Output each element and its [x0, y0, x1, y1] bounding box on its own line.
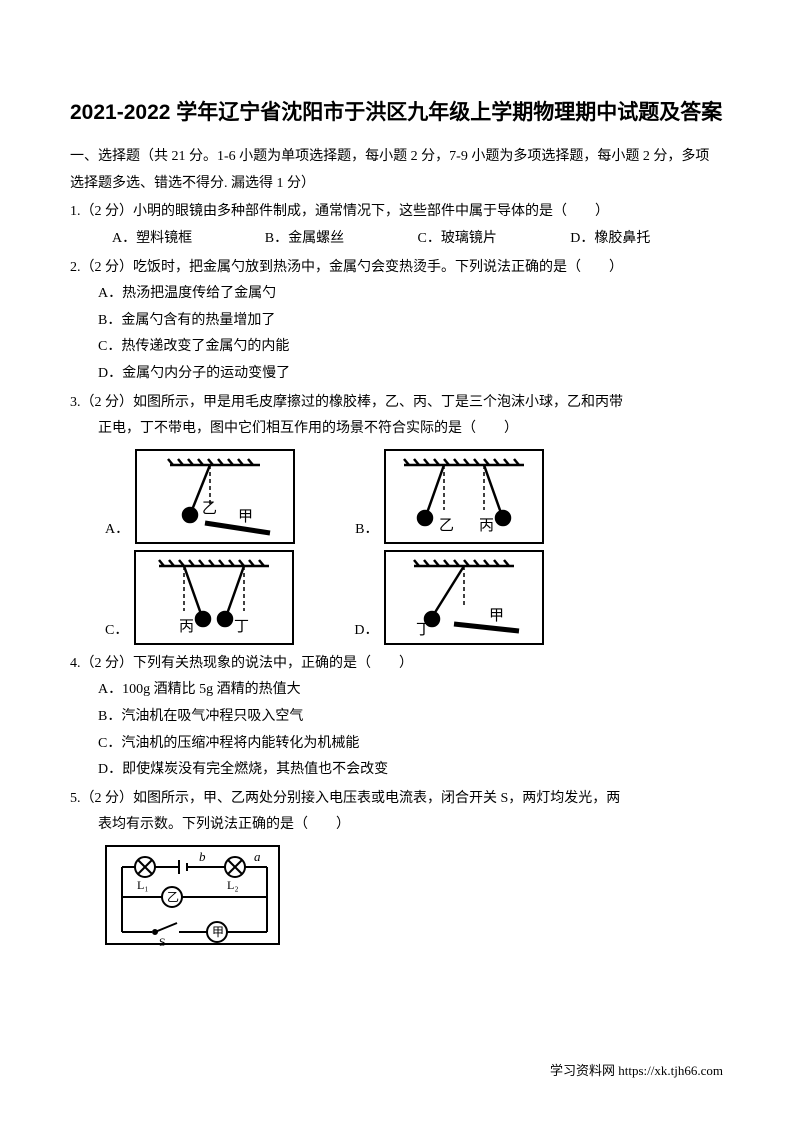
q3-fig-d: 丁 甲	[384, 550, 544, 645]
q3-fig-b: 乙 丙	[384, 449, 544, 544]
q3-label-c: C．	[105, 618, 128, 645]
q1-opt-c: C．玻璃镜片	[418, 226, 571, 253]
q3-label-b: B．	[355, 517, 378, 544]
q2-opt-a: A．热汤把温度传给了金属勺	[70, 281, 723, 308]
q5-jia-label: 甲	[212, 925, 224, 939]
q3-label-a: A．	[105, 517, 129, 544]
q3a-jia-label: 甲	[238, 509, 253, 525]
q3-fig-row-2: C． 丙 丁	[70, 550, 723, 645]
q3d-ding-label: 丁	[416, 622, 431, 638]
q1-opt-d: D．橡胶鼻托	[570, 226, 723, 253]
q1-stem: 1.（2 分）小明的眼镜由多种部件制成，通常情况下，这些部件中属于导体的是（ ）	[70, 199, 723, 226]
q5-stem-1: 5.（2 分）如图所示，甲、乙两处分别接入电压表或电流表，闭合开关 S，两灯均发…	[70, 786, 723, 813]
q3d-jia-label: 甲	[489, 608, 504, 624]
question-3: 3.（2 分）如图所示，甲是用毛皮摩擦过的橡胶棒，乙、丙、丁是三个泡沫小球，乙和…	[70, 390, 723, 645]
q5-s-label: S	[159, 935, 166, 947]
question-4: 4.（2 分）下列有关热现象的说法中，正确的是（ ） A．100g 酒精比 5g…	[70, 651, 723, 784]
q4-opt-a: A．100g 酒精比 5g 酒精的热值大	[70, 677, 723, 704]
q4-opt-b: B．汽油机在吸气冲程只吸入空气	[70, 704, 723, 731]
q3-stem-1: 3.（2 分）如图所示，甲是用毛皮摩擦过的橡胶棒，乙、丙、丁是三个泡沫小球，乙和…	[70, 390, 723, 417]
q3a-yi-label: 乙	[202, 501, 217, 517]
page-footer: 学习资料网 https://xk.tjh66.com	[550, 1059, 723, 1084]
q1-opt-b: B．金属螺丝	[265, 226, 418, 253]
q2-opt-b: B．金属勺含有的热量增加了	[70, 308, 723, 335]
q1-options: A．塑料镜框 B．金属螺丝 C．玻璃镜片 D．橡胶鼻托	[70, 226, 723, 253]
q5-stem-2: 表均有示数。下列说法正确的是（ ）	[70, 812, 723, 839]
q3c-bing-label: 丙	[179, 619, 194, 635]
question-1: 1.（2 分）小明的眼镜由多种部件制成，通常情况下，这些部件中属于导体的是（ ）…	[70, 199, 723, 252]
q2-opt-d: D．金属勺内分子的运动变慢了	[70, 361, 723, 388]
q5-l1-label: L₁	[137, 878, 149, 892]
q4-opt-d: D．即使煤炭没有完全燃烧，其热值也不会改变	[70, 757, 723, 784]
question-5: 5.（2 分）如图所示，甲、乙两处分别接入电压表或电流表，闭合开关 S，两灯均发…	[70, 786, 723, 945]
q5-l2-label: L₂	[227, 878, 239, 892]
section-1-heading: 一、选择题（共 21 分。1-6 小题为单项选择题，每小题 2 分，7-9 小题…	[70, 144, 723, 197]
q3b-bing-label: 丙	[479, 518, 494, 534]
page-title: 2021-2022 学年辽宁省沈阳市于洪区九年级上学期物理期中试题及答案	[70, 90, 723, 136]
q2-opt-c: C．热传递改变了金属勺的内能	[70, 334, 723, 361]
q5-b-label: b	[199, 849, 206, 864]
q4-opt-c: C．汽油机的压缩冲程将内能转化为机械能	[70, 731, 723, 758]
q5-a-label: a	[254, 849, 261, 864]
q3-label-d: D．	[354, 618, 378, 645]
q3-fig-c: 丙 丁	[134, 550, 294, 645]
q5-circuit-diagram: L₁ L₂ b a 乙 甲 S	[105, 845, 280, 945]
q5-yi-label: 乙	[167, 890, 179, 904]
q3-fig-a: 乙 甲	[135, 449, 295, 544]
q3-fig-row-1: A． 乙 甲 B．	[70, 449, 723, 544]
q1-opt-a: A．塑料镜框	[112, 226, 265, 253]
q2-stem: 2.（2 分）吃饭时，把金属勺放到热汤中，金属勺会变热烫手。下列说法正确的是（ …	[70, 255, 723, 282]
q3c-ding-label: 丁	[234, 619, 249, 635]
question-2: 2.（2 分）吃饭时，把金属勺放到热汤中，金属勺会变热烫手。下列说法正确的是（ …	[70, 255, 723, 388]
q4-stem: 4.（2 分）下列有关热现象的说法中，正确的是（ ）	[70, 651, 723, 678]
q3b-yi-label: 乙	[439, 518, 454, 534]
q3-stem-2: 正电，丁不带电，图中它们相互作用的场景不符合实际的是（ ）	[70, 416, 723, 443]
